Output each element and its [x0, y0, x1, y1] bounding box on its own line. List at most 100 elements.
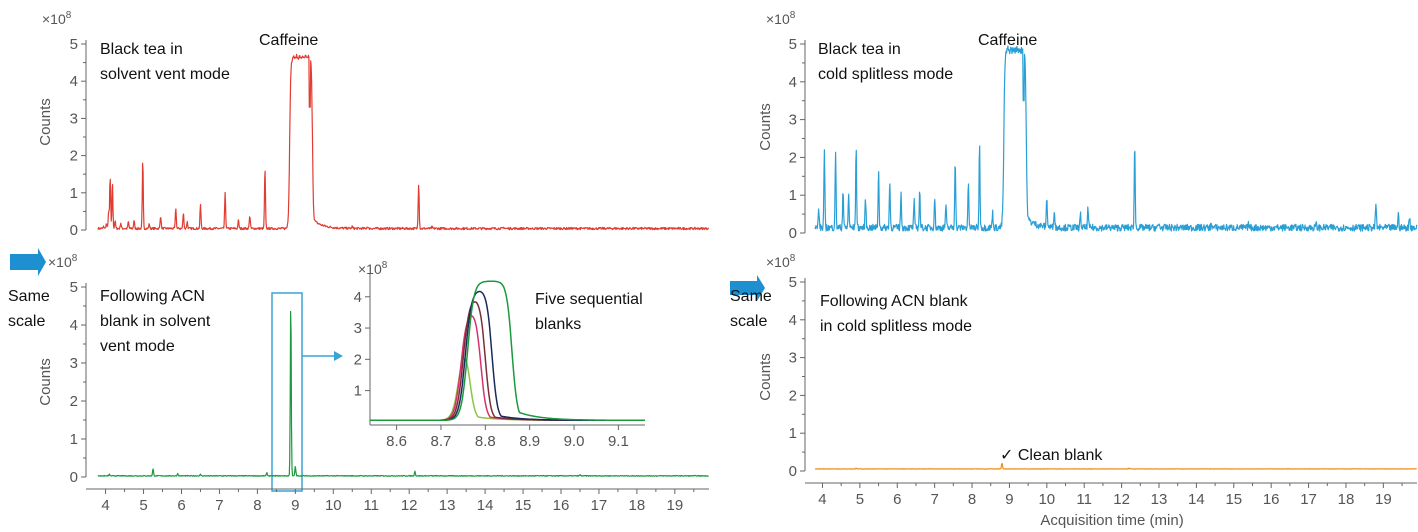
y-tick-label-bottom-right: 0 [789, 463, 797, 480]
y-tick-label-top-left: 3 [70, 110, 78, 127]
x-tick-label-bottom-right: 7 [930, 491, 938, 508]
multiplier-top-left: ×108 [42, 10, 72, 27]
x-tick-label-bottom-left: 6 [177, 497, 185, 514]
clean-blank-note: ✓ Clean blank [1000, 447, 1103, 464]
x-tick-label-bottom-right: 11 [1076, 491, 1092, 508]
plot-top-right: 0 1 2 3 4 5 [789, 36, 1418, 242]
plot-top-left: 0 1 2 3 4 5 [70, 36, 710, 239]
x-tick-label-bottom-left: 12 [401, 497, 418, 514]
y-tick-label-inset: 2 [354, 351, 362, 368]
x-tick-label-bottom-left: 11 [363, 497, 379, 514]
x-tick-label-bottom-left: 16 [553, 497, 570, 514]
annotation-bottom-left-2: blank in solvent [100, 313, 211, 330]
panel-top-left: ×108 Black tea in solvent vent mode Caff… [37, 10, 318, 146]
x-tick-label-bottom-left: 4 [101, 497, 109, 514]
annotation-bottom-left-3: vent mode [100, 338, 175, 355]
y-tick-label-inset: 3 [354, 320, 362, 337]
x-tick-label-bottom-left: 19 [667, 497, 684, 514]
y-tick-label-bottom-right: 2 [789, 387, 797, 404]
x-tick-label-bottom-left: 5 [139, 497, 147, 514]
zoom-arrow-head [334, 351, 343, 361]
x-tick-label-bottom-left: 13 [439, 497, 456, 514]
x-tick-label-bottom-right: 14 [1188, 491, 1205, 508]
trace-inset-2 [370, 315, 645, 422]
zoom-box [271, 292, 303, 492]
x-tick-label-inset: 8.7 [431, 433, 452, 450]
x-tick-label-bottom-left: 9 [291, 497, 299, 514]
x-tick-label-bottom-right: 5 [856, 491, 864, 508]
multiplier-bottom-right: ×108 [766, 253, 796, 270]
x-tick-label-bottom-left: 17 [591, 497, 608, 514]
y-tick-label-bottom-right: 1 [789, 425, 797, 442]
panel-bottom-left: ×108 Same scale Following ACN blank in s… [8, 248, 343, 492]
annotation-top-right-1: Black tea in [818, 41, 901, 58]
x-tick-label-bottom-right: 19 [1375, 491, 1392, 508]
peak-label-caffeine-left: Caffeine [259, 32, 318, 49]
x-tick-label-inset: 9.1 [608, 433, 629, 450]
annotation-bottom-right-1: Following ACN blank [820, 293, 969, 310]
x-tick-label-bottom-left: 7 [215, 497, 223, 514]
panel-top-right: ×108 Black tea in cold splitless mode Ca… [757, 10, 1037, 151]
x-tick-label-bottom-right: 12 [1113, 491, 1130, 508]
x-tick-label-bottom-right: 16 [1263, 491, 1280, 508]
y-tick-label-top-right: 5 [789, 36, 797, 53]
plot-inset: 1 2 3 4 8.6 8.7 8.8 8.9 9.0 9.1 [354, 274, 645, 450]
ylabel-top-left: Counts [37, 98, 54, 146]
y-tick-label-top-right: 0 [789, 225, 797, 242]
trace-inset-4 [370, 290, 645, 422]
x-tick-label-bottom-right: 17 [1300, 491, 1317, 508]
peak-label-caffeine-right: Caffeine [978, 32, 1037, 49]
panel-inset: ×108 Five sequential blanks [358, 260, 643, 333]
arrow-icon-left [10, 248, 46, 276]
x-tick-label-bottom-right: 8 [968, 491, 976, 508]
y-tick-label-top-left: 0 [70, 222, 78, 239]
y-tick-label-top-right: 1 [789, 187, 797, 204]
same-scale-left-1: Same [8, 288, 50, 305]
x-tick-label-bottom-left: 14 [477, 497, 494, 514]
x-tick-label-bottom-left: 18 [629, 497, 646, 514]
trace-top-right [814, 45, 1418, 232]
annotation-top-left-2: solvent vent mode [100, 66, 230, 83]
y-tick-label-bottom-right: 5 [789, 274, 797, 291]
x-tick-label-inset: 8.6 [386, 433, 407, 450]
ylabel-top-right: Counts [757, 103, 774, 151]
annotation-top-left-1: Black tea in [100, 41, 183, 58]
x-tick-label-bottom-left: 10 [325, 497, 342, 514]
trace-bottom-left [97, 310, 709, 477]
x-tick-label-bottom-left: 8 [253, 497, 261, 514]
ylabel-bottom-right: Counts [757, 353, 774, 401]
x-tick-label-inset: 8.9 [519, 433, 540, 450]
y-tick-label-top-left: 5 [70, 36, 78, 53]
y-tick-label-top-right: 2 [789, 149, 797, 166]
y-tick-label-bottom-left: 3 [70, 355, 78, 372]
y-tick-label-bottom-left: 1 [70, 431, 78, 448]
annotation-top-right-2: cold splitless mode [818, 66, 953, 83]
x-tick-label-bottom-right: 15 [1225, 491, 1242, 508]
y-tick-label-top-left: 2 [70, 148, 78, 165]
y-tick-label-top-right: 4 [789, 74, 797, 91]
y-tick-label-bottom-right: 3 [789, 350, 797, 367]
y-tick-label-bottom-left: 5 [70, 279, 78, 296]
x-tick-label-bottom-right: 10 [1038, 491, 1055, 508]
trace-inset-5 [370, 280, 645, 422]
xlabel-bottom-right: Acquisition time (min) [1040, 512, 1183, 529]
trace-top-left [97, 53, 710, 231]
y-tick-label-bottom-right: 4 [789, 312, 797, 329]
x-tick-label-bottom-right: 13 [1151, 491, 1168, 508]
x-tick-label-inset: 9.0 [564, 433, 585, 450]
y-tick-label-top-left: 1 [70, 185, 78, 202]
y-tick-label-top-right: 3 [789, 112, 797, 129]
annotation-bottom-right-2: in cold splitless mode [820, 318, 972, 335]
x-tick-label-bottom-right: 6 [893, 491, 901, 508]
trace-inset-1 [370, 357, 645, 422]
panel-bottom-right: ×108 Same scale Following ACN blank in c… [730, 253, 1184, 529]
x-tick-label-bottom-left: 15 [515, 497, 532, 514]
y-tick-label-bottom-left: 4 [70, 317, 78, 334]
same-scale-right-2: scale [730, 313, 767, 330]
x-tick-label-inset: 8.8 [475, 433, 496, 450]
trace-bottom-right [814, 462, 1417, 470]
